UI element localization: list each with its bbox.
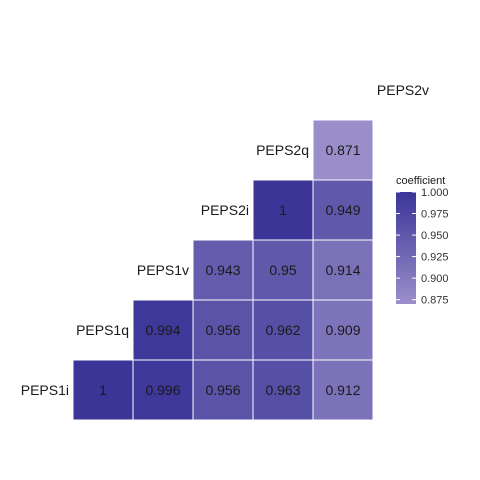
legend-tick-label: 0.925 [421, 252, 449, 264]
legend-tick-label: 0.900 [421, 273, 449, 285]
legend-colorbar [396, 192, 416, 304]
cell-value-label: 0.956 [205, 322, 240, 338]
heatmap-cell [252, 179, 314, 241]
cell-value-label: 0.996 [145, 382, 180, 398]
cell-value-label: 0.909 [325, 322, 360, 338]
heatmap-cell [192, 299, 254, 361]
cell-value-label: 0.949 [325, 202, 360, 218]
heatmap-cell [72, 359, 134, 421]
legend-tick-label: 0.875 [421, 295, 449, 307]
row-label-peps2v: PEPS2v [377, 82, 429, 98]
heatmap-cell [312, 119, 374, 181]
legend: coefficient 1.000 0.975 0.950 0.925 0.900 0.8… [396, 175, 449, 307]
cell-value-label: 0.943 [205, 262, 240, 278]
row-label-peps2i: PEPS2i [201, 202, 249, 218]
row-label-peps1i: PEPS1i [21, 382, 69, 398]
heatmap-cell [132, 299, 194, 361]
cell-value-label: 0.956 [205, 382, 240, 398]
cell-value-label: 0.95 [269, 262, 296, 278]
cell-value-label: 1 [99, 382, 107, 398]
legend-ticks: 1.000 0.975 0.950 0.925 0.900 0.875 [396, 187, 449, 307]
cell-value-label: 0.962 [265, 322, 300, 338]
heatmap-cell [312, 239, 374, 301]
cell-value-label: 0.914 [325, 262, 360, 278]
heatmap-cells: 1 0.996 0.956 0.963 0.912 0.994 0.956 0.962 0.90… [72, 119, 374, 421]
legend-tick-label: 0.950 [421, 230, 449, 242]
cell-value-label: 0.963 [265, 382, 300, 398]
row-label-peps1q: PEPS1q [76, 322, 129, 338]
cell-value-label: 0.871 [325, 142, 360, 158]
legend-title: coefficient [396, 175, 445, 187]
heatmap-cell [192, 239, 254, 301]
cell-value-label: 1 [279, 202, 287, 218]
row-label-peps1v: PEPS1v [137, 262, 189, 278]
cell-value-label: 0.912 [325, 382, 360, 398]
cell-value-label: 0.994 [145, 322, 180, 338]
heatmap-cell [312, 359, 374, 421]
row-labels: PEPS1i PEPS1q PEPS1v PEPS2i PEPS2q PEPS2v [21, 82, 429, 398]
legend-tick-label: 1.000 [421, 187, 449, 199]
heatmap-cell [252, 299, 314, 361]
row-label-peps2q: PEPS2q [256, 142, 309, 158]
heatmap-cell [132, 359, 194, 421]
legend-tick-label: 0.975 [421, 209, 449, 221]
heatmap-cell [312, 299, 374, 361]
